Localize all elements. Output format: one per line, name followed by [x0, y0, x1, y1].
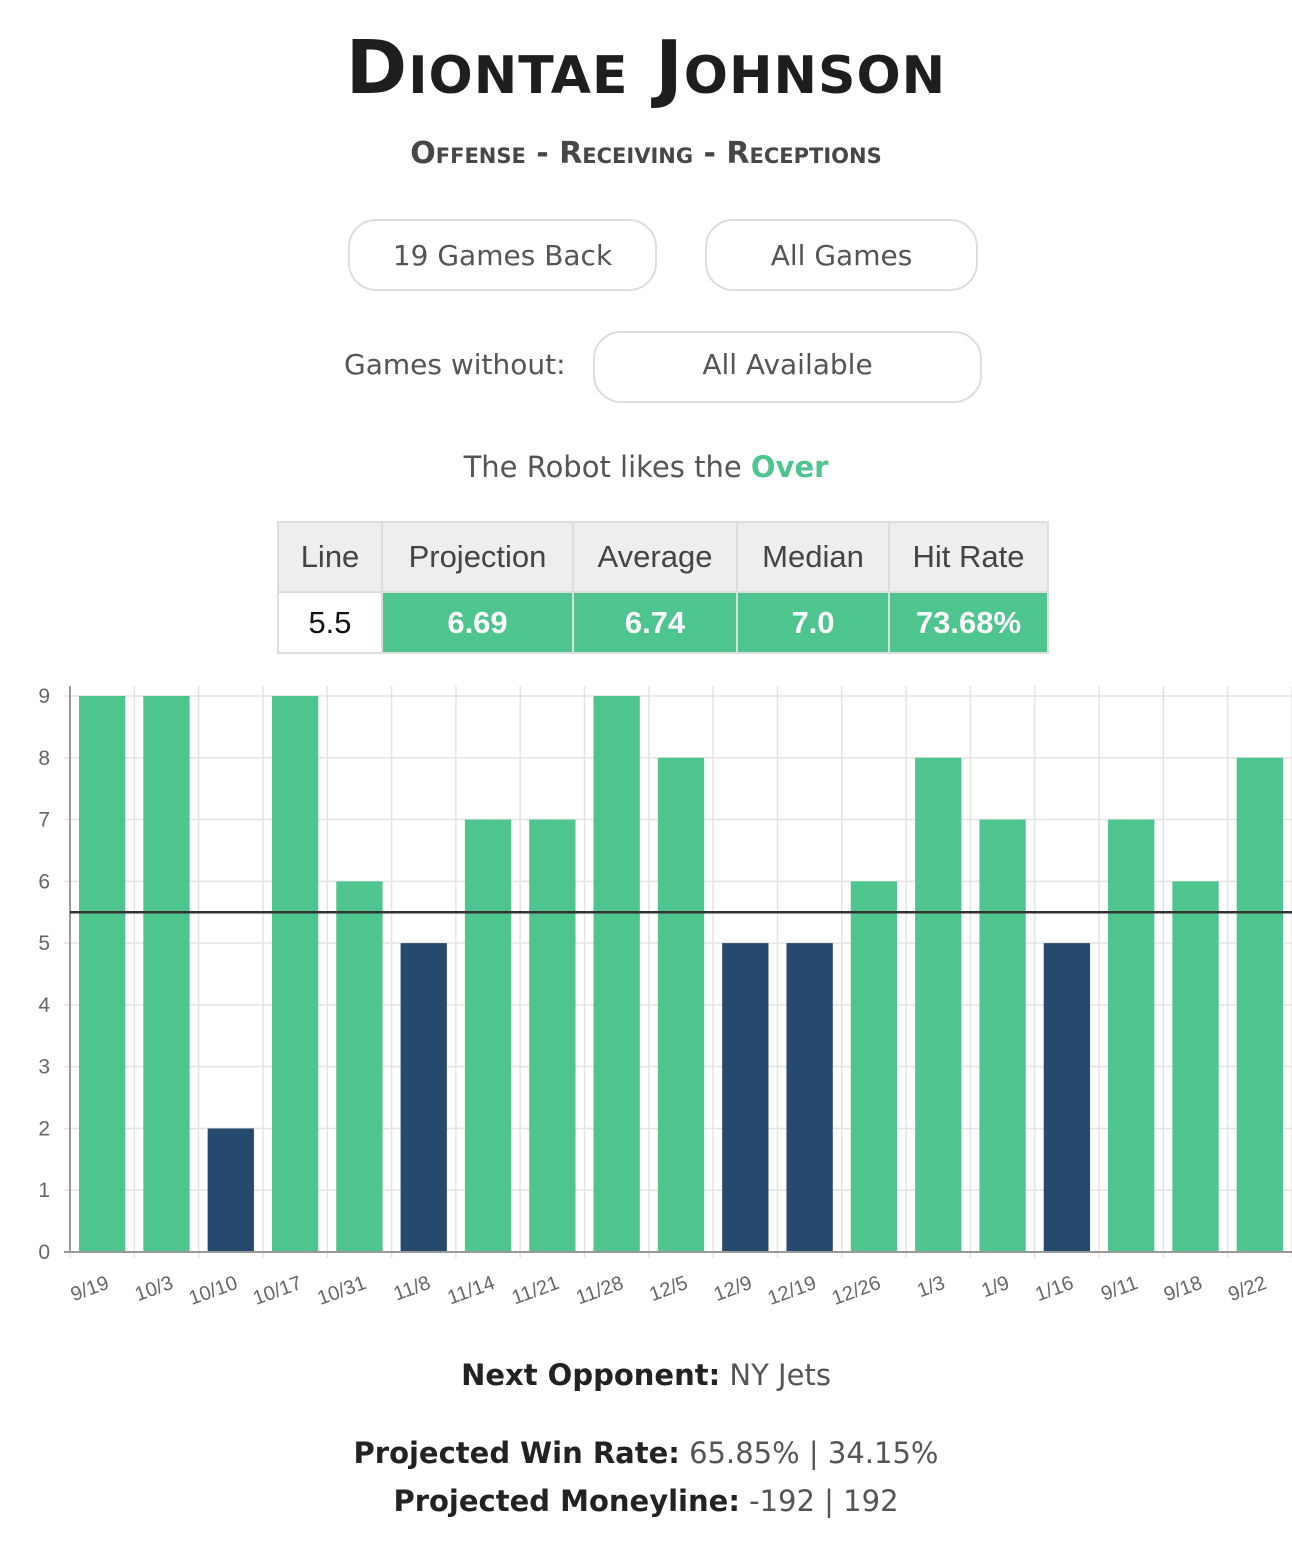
- game-type-select[interactable]: All Games: [705, 219, 978, 291]
- x-tick-label: 1/16: [1032, 1272, 1076, 1306]
- stats-value-row: 5.5 6.69 6.74 7.0 73.68%: [277, 591, 1049, 654]
- games-back-select[interactable]: 19 Games Back: [348, 219, 657, 291]
- bar-10-10: [207, 1128, 254, 1252]
- bar-1-3: [915, 757, 962, 1252]
- bar-9-22: [1236, 757, 1283, 1252]
- header-projection: Projection: [381, 521, 574, 593]
- bar-11-8: [400, 943, 447, 1252]
- bar-1-16: [1043, 943, 1091, 1252]
- bar-9-11: [1108, 819, 1155, 1252]
- x-tick-label: 9/19: [68, 1272, 112, 1306]
- x-tick-label: 1/9: [979, 1272, 1013, 1302]
- y-tick-label: 6: [38, 870, 50, 893]
- bar-12-19: [786, 943, 833, 1252]
- bar-11-14: [464, 819, 512, 1252]
- x-tick-label: 11/28: [573, 1272, 626, 1309]
- chart-axes: 0 1 2 3 4 5 6 7 8 9 9/19 10/3 10/10 10/17 10/31 11/8 11/…: [38, 685, 1292, 1310]
- stats-header-row: Line Projection Average Median Hit Rate: [277, 521, 1049, 593]
- win-rate-values: 65.85% | 34.15%: [689, 1436, 939, 1470]
- x-tick-label: 12/9: [711, 1272, 755, 1306]
- header-line: Line: [277, 521, 383, 593]
- robot-recommendation: The Robot likes the Over: [0, 450, 1292, 484]
- x-tick-label: 12/19: [765, 1272, 820, 1310]
- bar-10-31: [336, 881, 383, 1252]
- x-tick-label: 10/17: [250, 1272, 305, 1310]
- next-opponent: Next Opponent: NY Jets: [0, 1358, 1292, 1392]
- x-tick-label: 10/31: [315, 1272, 370, 1310]
- games-without-label: Games without:: [344, 348, 566, 381]
- robot-pick: Over: [750, 450, 829, 484]
- bar-10-17: [271, 696, 319, 1252]
- y-tick-label: 4: [38, 994, 50, 1017]
- x-tick-label: 11/8: [391, 1272, 434, 1305]
- bar-12-26: [850, 881, 898, 1252]
- x-tick-label: 10/3: [132, 1272, 176, 1306]
- header-hit-rate: Hit Rate: [888, 521, 1049, 593]
- next-opponent-label: Next Opponent:: [461, 1358, 721, 1392]
- value-line: 5.5: [277, 591, 383, 654]
- bar-10-3: [143, 696, 190, 1252]
- value-projection: 6.69: [381, 591, 574, 654]
- x-tick-label: 12/5: [647, 1272, 691, 1306]
- receptions-bar-chart: 0 1 2 3 4 5 6 7 8 9 9/19 10/3 10/10 10/17 10/31 11/8 11/…: [38, 685, 1292, 1310]
- x-tick-label: 10/10: [186, 1272, 241, 1310]
- chart-grid: [64, 686, 1292, 1258]
- stat-category-subtitle: Offense - Receiving - Receptions: [410, 136, 882, 171]
- moneyline-label: Projected Moneyline:: [393, 1484, 740, 1518]
- games-without-select[interactable]: All Available: [593, 331, 982, 403]
- x-tick-label: 9/11: [1098, 1272, 1141, 1305]
- y-tick-label: 3: [38, 1056, 50, 1079]
- y-tick-label: 5: [38, 932, 50, 955]
- x-tick-label: 12/26: [829, 1272, 884, 1310]
- x-tick-label: 9/22: [1225, 1272, 1269, 1306]
- next-opponent-value: NY Jets: [729, 1358, 831, 1392]
- bar-11-21: [529, 819, 576, 1252]
- y-tick-label: 1: [38, 1179, 50, 1202]
- robot-prefix: The Robot likes the: [463, 450, 742, 484]
- bar-1-9: [979, 819, 1026, 1252]
- header-average: Average: [572, 521, 738, 593]
- moneyline-values: -192 | 192: [749, 1484, 899, 1518]
- projected-win-rate: Projected Win Rate: 65.85% | 34.15%: [0, 1436, 1292, 1470]
- y-tick-label: 9: [38, 685, 50, 708]
- player-name: Diontae Johnson: [345, 25, 947, 111]
- value-median: 7.0: [736, 591, 890, 654]
- y-tick-label: 8: [38, 747, 50, 770]
- bar-9-18: [1172, 881, 1219, 1252]
- y-tick-label: 7: [38, 809, 50, 832]
- projected-moneyline: Projected Moneyline: -192 | 192: [0, 1484, 1292, 1518]
- y-tick-label: 0: [38, 1241, 50, 1264]
- value-hit-rate: 73.68%: [888, 591, 1049, 654]
- stats-table: Line Projection Average Median Hit Rate …: [277, 521, 1049, 654]
- header-median: Median: [736, 521, 890, 593]
- x-tick-label: 1/3: [914, 1272, 948, 1302]
- bar-11-28: [593, 696, 640, 1252]
- win-rate-label: Projected Win Rate:: [353, 1436, 680, 1470]
- bar-9-19: [79, 696, 126, 1252]
- bar-12-5: [657, 757, 705, 1252]
- bar-12-9: [722, 943, 769, 1252]
- value-average: 6.74: [572, 591, 738, 654]
- x-tick-label: 11/14: [445, 1272, 498, 1309]
- x-tick-label: 11/21: [509, 1272, 562, 1309]
- y-tick-label: 2: [38, 1117, 50, 1140]
- chart-bars: [79, 696, 1283, 1252]
- x-tick-label: 9/18: [1161, 1272, 1205, 1306]
